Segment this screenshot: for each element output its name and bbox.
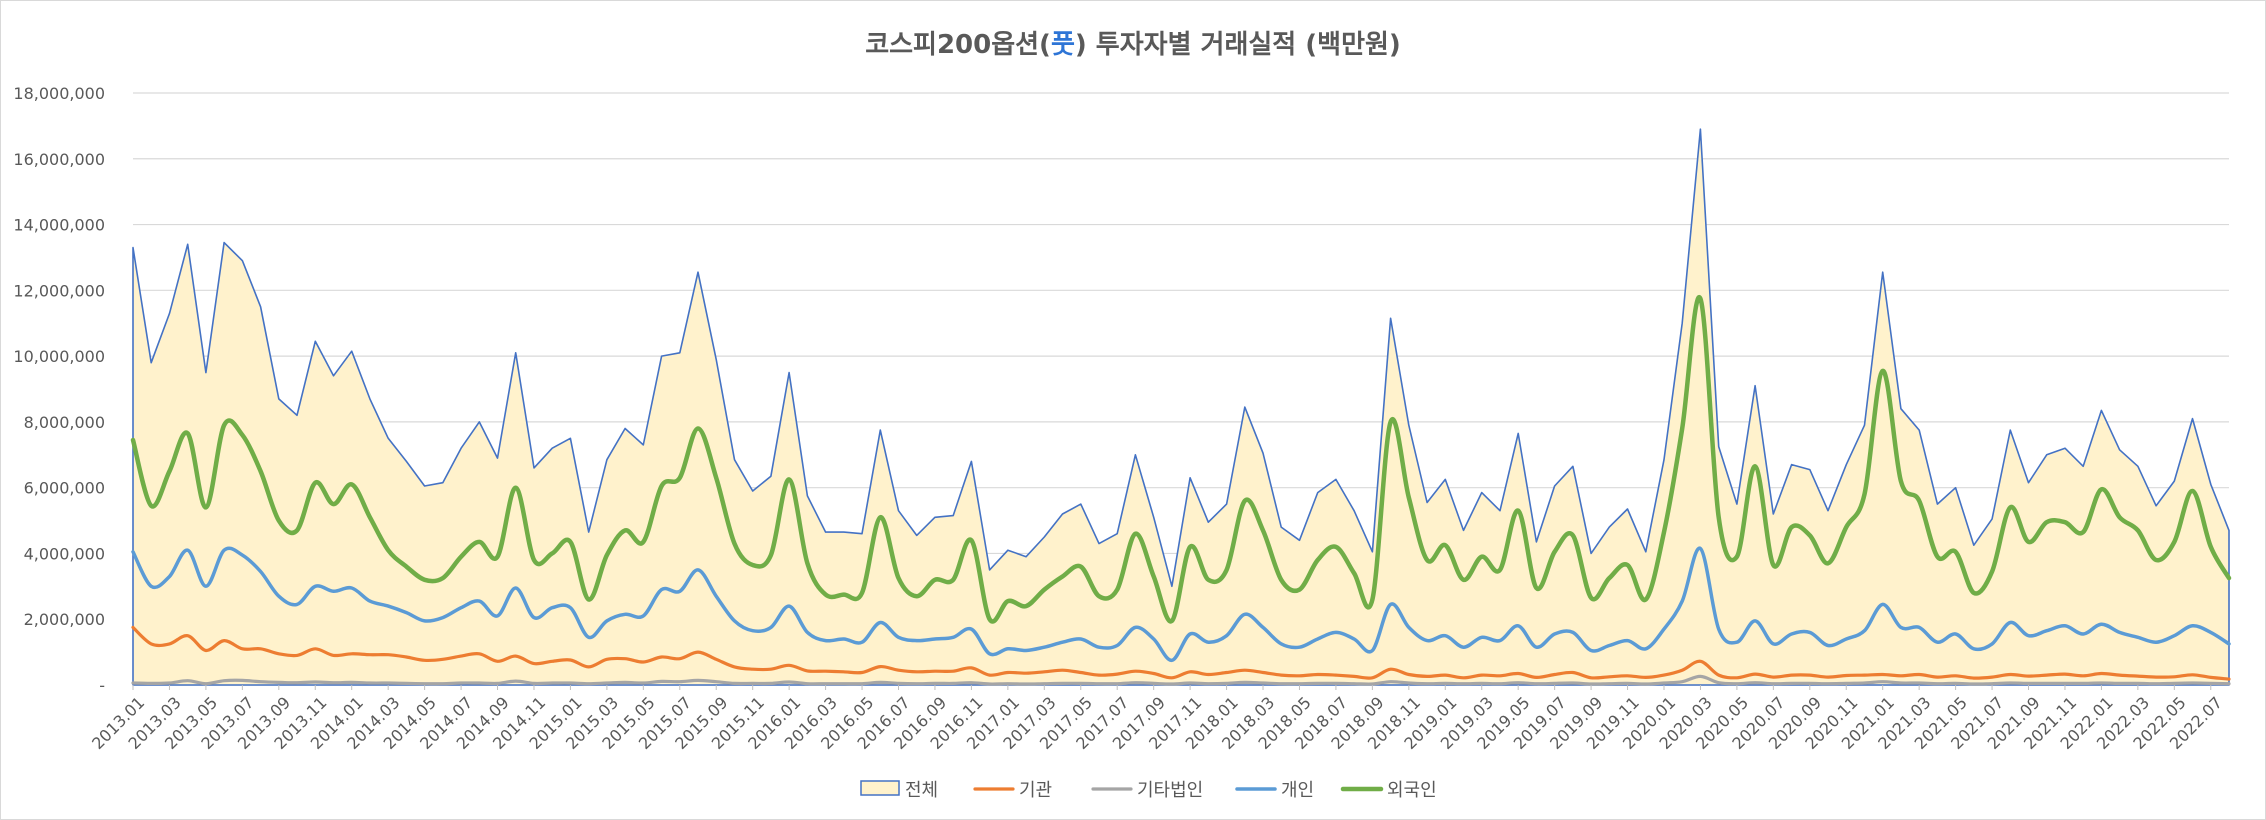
legend-label-1: 기관 (1019, 780, 1052, 801)
y-tick-label: 10,000,000 (13, 347, 105, 366)
legend-label-2: 기타법인 (1137, 780, 1203, 801)
chart-title-part-2: 풋 (1051, 30, 1075, 60)
legend-label-3: 개인 (1281, 780, 1314, 801)
legend: 전체 기관 기타법인 개인 외국인 (860, 780, 1437, 801)
legend-label-4: 외국인 (1387, 780, 1437, 801)
chart-title: 코스피200옵션(풋) 투자자별 거래실적 (백만원) (865, 30, 1401, 60)
y-tick-label: 14,000,000 (13, 216, 105, 235)
plot-area (130, 128, 2232, 686)
y-axis: - 2,000,000 4,000,000 6,000,000 8,000,000 10,… (13, 84, 105, 695)
y-tick-label: 8,000,000 (24, 413, 105, 432)
series-line-2 (131, 674, 2231, 686)
legend-swatch-total (860, 780, 900, 796)
y-tick-label: 12,000,000 (13, 281, 105, 300)
y-tick-label: 4,000,000 (24, 544, 105, 563)
chart-title-part-3: ) 투자자별 거래실적 (백만원) (1075, 30, 1401, 60)
chart-title-part-1: 코스피200옵션( (865, 30, 1051, 60)
series-line-3 (131, 546, 2231, 663)
series-line-1 (131, 625, 2231, 681)
y-tick-label: 18,000,000 (13, 84, 105, 103)
legend-label-0: 전체 (905, 780, 938, 801)
y-tick-label: 2,000,000 (24, 610, 105, 629)
y-tick-label: - (99, 676, 105, 695)
x-axis: 2013.012013.032013.052013.072013.092013.… (88, 685, 2226, 753)
y-tick-label: 6,000,000 (24, 479, 105, 498)
series-area-total (132, 128, 2230, 686)
y-tick-label: 16,000,000 (13, 150, 105, 169)
series-line-4 (130, 294, 2232, 624)
